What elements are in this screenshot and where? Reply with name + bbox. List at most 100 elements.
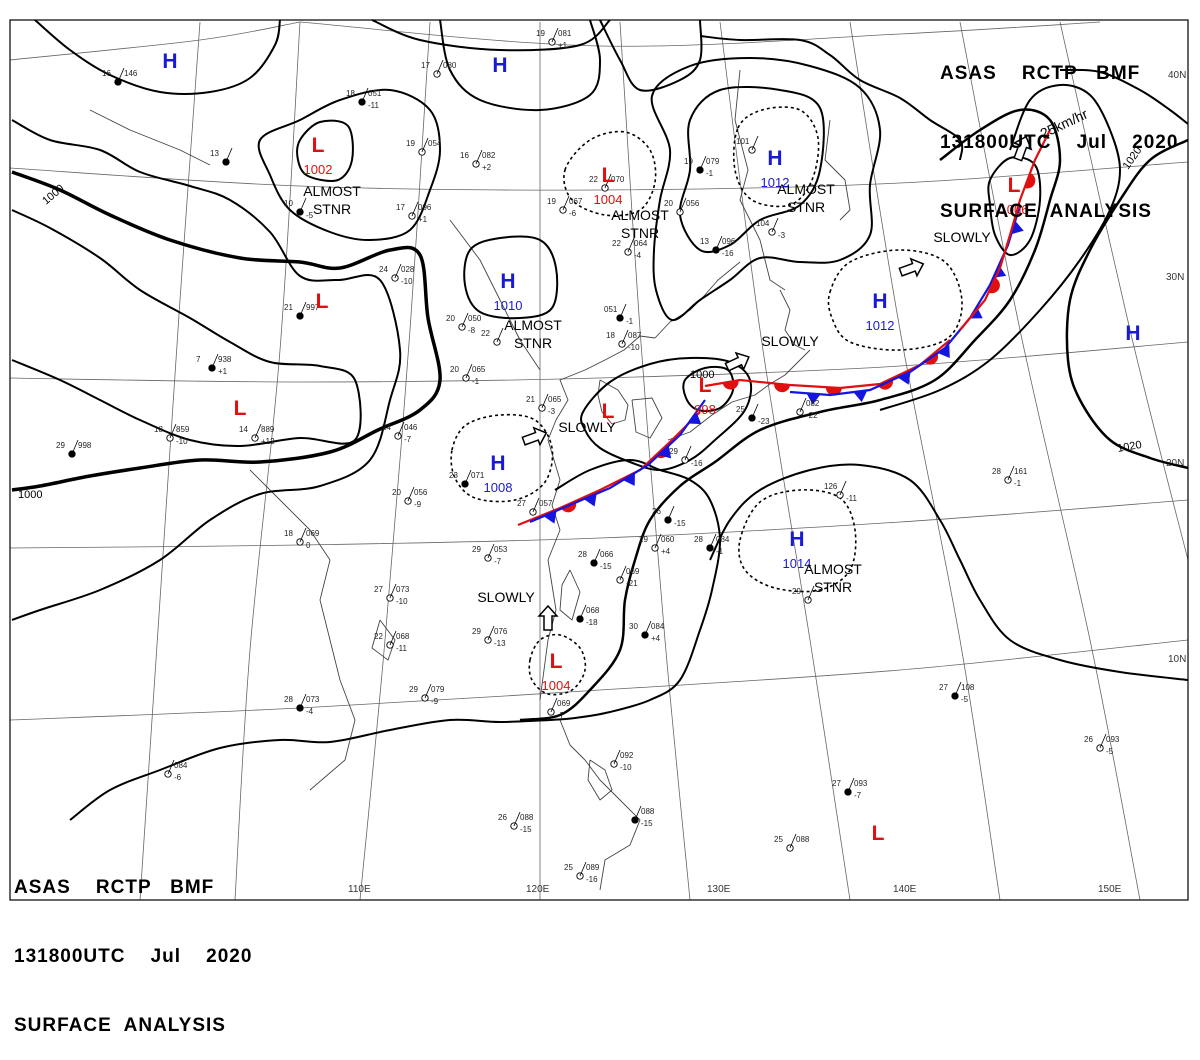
wind-barb <box>593 548 601 564</box>
wind-barb <box>487 625 495 641</box>
station-plot: 22 068 -11 <box>374 630 410 653</box>
low-pressure-center: L 1004 <box>542 650 571 693</box>
longitude-line <box>619 21 691 901</box>
station-pressure: 087 <box>628 331 642 340</box>
low-symbol: L <box>312 134 325 157</box>
station-temperature: 22 <box>589 175 598 184</box>
station-pressure: 938 <box>218 355 232 364</box>
station-temperature: 29 <box>409 685 418 694</box>
stationary-annotation: ALMOST STNR <box>611 207 669 241</box>
low-pressure-center: L 1004 <box>594 164 623 207</box>
station-temperature: 16 <box>460 151 469 160</box>
station-temperature: 18 <box>154 425 163 434</box>
station-tendency: -4 <box>306 707 314 716</box>
station-tendency: -16 <box>691 459 703 468</box>
station-pressure: 056 <box>414 488 428 497</box>
station-plot: 101 <box>736 135 759 154</box>
cold-front-triangle <box>1011 220 1024 235</box>
wind-barb <box>679 197 687 213</box>
pressure-value: 1006 <box>1000 202 1029 217</box>
station-plot: 22 070 <box>589 173 625 192</box>
station-pressure: 069 <box>557 699 571 708</box>
longitude-line <box>139 21 201 901</box>
station-tendency: -11 <box>396 644 408 653</box>
pressure-value: 998 <box>694 402 716 417</box>
warm-front-north <box>959 129 1051 331</box>
coastline <box>559 569 581 621</box>
station-plot: 068-18 <box>576 604 600 627</box>
station-pressure: 064 <box>634 239 648 248</box>
station-tendency: +4 <box>661 547 671 556</box>
station-plot: 30 084 +4 <box>629 620 665 643</box>
annotation-line-1: ALMOST <box>611 207 669 223</box>
annotation-line-1: ALMOST <box>804 561 862 577</box>
coastline <box>734 69 786 291</box>
wind-barb <box>789 833 797 849</box>
movement-arrow <box>724 351 750 372</box>
wind-barb <box>169 423 177 439</box>
wind-barb <box>299 197 307 213</box>
high-symbol: H <box>490 452 505 475</box>
low-pressure-center: L <box>234 397 247 420</box>
station-tendency: -5 <box>306 211 314 220</box>
station-tendency: -11 <box>846 494 858 503</box>
station-tendency: -9 <box>431 697 439 706</box>
station-plot: 104 -3 <box>756 217 786 240</box>
high-pressure-center: H 1012 <box>761 147 790 190</box>
high-symbol: H <box>500 270 515 293</box>
station-tendency: -10 <box>396 597 408 606</box>
station-tendency: -10 <box>176 437 188 446</box>
station-pressure: 997 <box>306 303 320 312</box>
station-tendency: +1 <box>218 367 228 376</box>
station-tendency: -1 <box>706 169 714 178</box>
latitude-line <box>9 639 1189 721</box>
pressure-value: 1012 <box>761 175 790 190</box>
low-symbol: L <box>550 650 563 673</box>
station-temperature: 22 <box>612 239 621 248</box>
station-pressure: 088 <box>520 813 534 822</box>
longitude-line <box>234 21 301 901</box>
longitude-label: 110E <box>348 884 371 895</box>
station-plot: 18 859 -10 <box>154 423 190 446</box>
wind-barb <box>627 237 635 253</box>
latitude-line <box>299 21 1101 47</box>
station-tendency: -15 <box>641 819 653 828</box>
stationary-annotation: ALMOST STNR <box>804 561 862 595</box>
annotation-line-1: ALMOST <box>777 181 835 197</box>
wind-barb <box>654 533 662 549</box>
station-temperature: 17 <box>421 61 430 70</box>
annotation-line-2: STNR <box>313 201 351 217</box>
wind-barb <box>709 533 717 549</box>
station-temperature: 28 <box>694 535 703 544</box>
station-plot: 19 054 <box>406 137 442 156</box>
station-plot: 20 056 -9 <box>392 486 428 509</box>
station-tendency: -16 <box>722 249 734 258</box>
movement-arrow <box>537 604 559 631</box>
isobar <box>519 108 1062 722</box>
stationary-annotation: ALMOST STNR <box>504 317 562 351</box>
coastline <box>824 119 851 221</box>
wind-barb <box>751 403 759 419</box>
wind-barb <box>117 67 125 83</box>
latitude-line <box>9 21 301 61</box>
coastline <box>539 335 656 701</box>
station-pressure: 073 <box>306 695 320 704</box>
wind-barb <box>532 497 540 513</box>
wind-barb <box>751 135 759 151</box>
station-plot: 069-21 <box>616 565 640 588</box>
station-tendency: -10 <box>628 343 640 352</box>
station-temperature: 28 <box>284 695 293 704</box>
station-tendency: +12 <box>261 437 275 446</box>
movement-annotation: SLOWLY <box>477 589 535 605</box>
station-temperature: 18 <box>606 331 615 340</box>
wind-barb <box>579 861 587 877</box>
station-plot: 18 087 -10 <box>606 329 642 352</box>
annotation-line-2: STNR <box>814 579 852 595</box>
station-plot: 069-7 <box>547 697 571 720</box>
station-pressure: 859 <box>176 425 190 434</box>
pressure-value: 1008 <box>484 480 513 495</box>
high-pressure-center: H <box>1125 322 1140 345</box>
station-temperature: 26 <box>1084 735 1093 744</box>
station-temperature: 29 <box>792 587 801 596</box>
pressure-value: 1010 <box>494 298 523 313</box>
